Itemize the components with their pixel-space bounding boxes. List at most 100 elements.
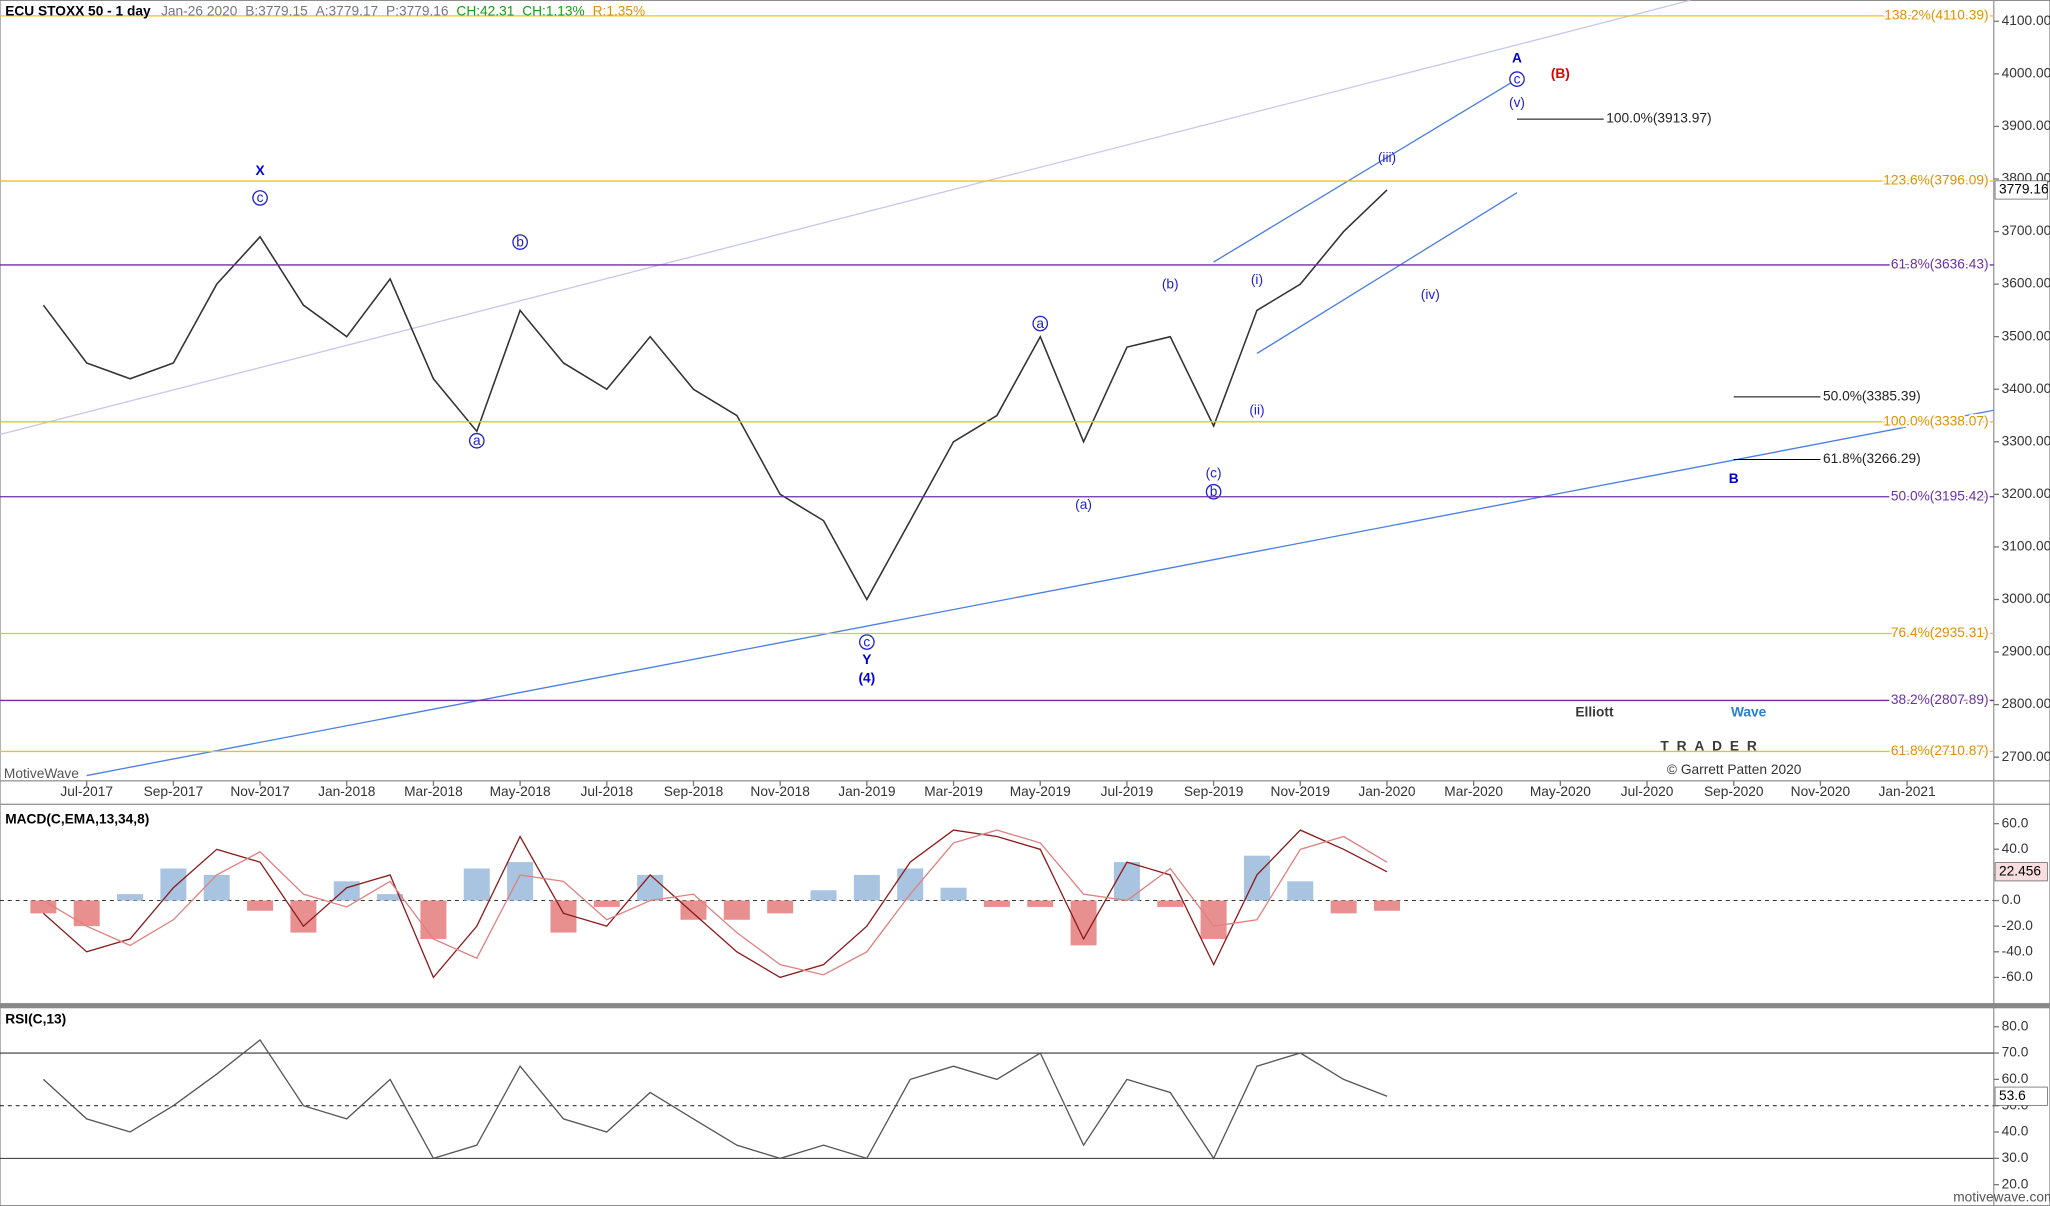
histogram-bar [30,900,57,914]
wave-label: (ii) [1249,403,1264,418]
histogram-bar [203,874,230,901]
x-tick-label: Mar-2018 [404,784,463,799]
x-tick-label: Nov-2017 [230,784,289,799]
histogram-bar [1330,900,1357,914]
x-tick-label: Jul-2019 [1101,784,1154,799]
price-line [42,189,1388,602]
trendline [0,0,1691,436]
indicator-line [42,1038,1388,1160]
histogram-bar [637,874,664,901]
histogram-bar [117,894,144,901]
wave-label: c [863,634,870,649]
y-tick-label: 3400.00 [2002,381,2050,396]
y-tick-label: 30.0 [2002,1150,2029,1165]
y-tick-label: 40.0 [2002,1124,2029,1139]
wave-label: c [1514,71,1521,86]
histogram-bar [160,868,187,901]
x-tick-label: Mar-2019 [924,784,983,799]
y-tick-label: 3700.00 [2002,223,2050,238]
y-tick-label: 2900.00 [2002,644,2050,659]
x-tick-label: May-2018 [490,784,551,799]
fib-level-label: 38.2%(2807.89) [1891,692,1989,707]
histogram-bar [1027,900,1054,907]
x-tick-label: Sep-2017 [144,784,204,799]
wave-label: A [1512,50,1522,65]
histogram-bar [1200,900,1227,939]
trendline [86,409,1994,777]
fib-level-label: 76.4%(2935.31) [1891,625,1989,640]
panel-title: ECU STOXX 50 - 1 day [5,4,151,19]
y-tick-label: 0.0 [2002,892,2021,907]
logo-left: Elliott [1575,704,1614,719]
platform-mark: MotiveWave [4,766,79,781]
y-tick-label: 4100.00 [2002,13,2050,28]
y-tick-label: 2800.00 [2002,696,2050,711]
y-tick-label: 2700.00 [2002,749,2050,764]
x-tick-label: Nov-2018 [750,784,810,799]
y-tick-label: 3900.00 [2002,118,2050,133]
histogram-bar [1287,881,1314,901]
histogram-bar [680,900,707,920]
header-stat: R:1.35% [593,4,646,19]
last-value-label: 3779.16 [1999,182,2049,197]
x-tick-label: Jul-2018 [580,784,633,799]
y-tick-label: 70.0 [2002,1045,2029,1060]
histogram-bar [377,894,404,901]
y-tick-label: 20.0 [2002,1176,2029,1191]
histogram-bar [1157,900,1184,907]
logo-right: Wave [1731,704,1767,719]
wave-circle [1509,71,1525,87]
x-tick-label: Sep-2020 [1704,784,1764,799]
histogram-bar [73,900,100,927]
fib-level-label: 100.0%(3338.07) [1883,413,1988,428]
y-tick-label: 3300.00 [2002,433,2050,448]
header-stat: Jan-26 2020 [161,4,238,19]
y-tick-label: 40.0 [2002,841,2029,856]
wave-label: (iii) [1378,150,1396,165]
wave-label: c [257,190,264,205]
last-value-label: 22.456 [1999,863,2041,878]
wave-label: a [1036,316,1044,331]
histogram-bar [1113,862,1140,901]
fib-level-label: 61.8%(3636.43) [1891,257,1989,272]
histogram-bar [593,900,620,907]
wave-label: b [1210,484,1218,499]
x-tick-label: Jan-2019 [838,784,895,799]
trendline [1213,78,1518,263]
wave-label: (b) [1162,276,1179,291]
wave-label: Y [862,652,871,667]
x-tick-label: Sep-2018 [664,784,724,799]
plot-area [0,1038,1994,1160]
plot-area: 100.0%(3913.97) 50.0%(3385.39) 61.8%(3266.… [0,0,1994,777]
header-stat: A:3779.17 [316,4,379,19]
fib-level-label: 138.2%(4110.39) [1884,7,1988,22]
wave-label: (c) [1206,466,1222,481]
last-value-box [1994,862,2048,882]
y-tick-label: -60.0 [2002,969,2034,984]
wave-label: X [255,163,265,178]
wave-label: (a) [1075,497,1092,512]
fib-level-label: 123.6%(3796.09) [1883,173,1988,188]
histogram-bar [723,900,750,920]
y-tick-label: 3200.00 [2002,486,2050,501]
fib-level-label: 50.0%(3195.42) [1891,488,1989,503]
histogram-bar [420,900,447,939]
x-tick-label: Jul-2020 [1621,784,1674,799]
copyright: © Garrett Patten 2020 [1667,762,1802,777]
projection-label: 100.0%(3913.97) [1606,111,1711,126]
panel-title: RSI(C,13) [5,1012,66,1027]
projection-label: 50.0%(3385.39) [1823,389,1921,404]
y-tick-label: 3600.00 [2002,276,2050,291]
histogram-bar [507,862,534,901]
wave-circle [1032,315,1049,332]
plot-area [0,829,1994,979]
x-tick-label: Jan-2021 [1878,784,1935,799]
x-tick-label: May-2019 [1010,784,1071,799]
wave-label: (iv) [1421,287,1440,302]
histogram-bar [767,900,794,914]
histogram-bar [463,868,490,901]
trendline [1256,192,1518,355]
projection-label: 61.8%(3266.29) [1823,451,1921,466]
wave-label: b [516,234,524,249]
